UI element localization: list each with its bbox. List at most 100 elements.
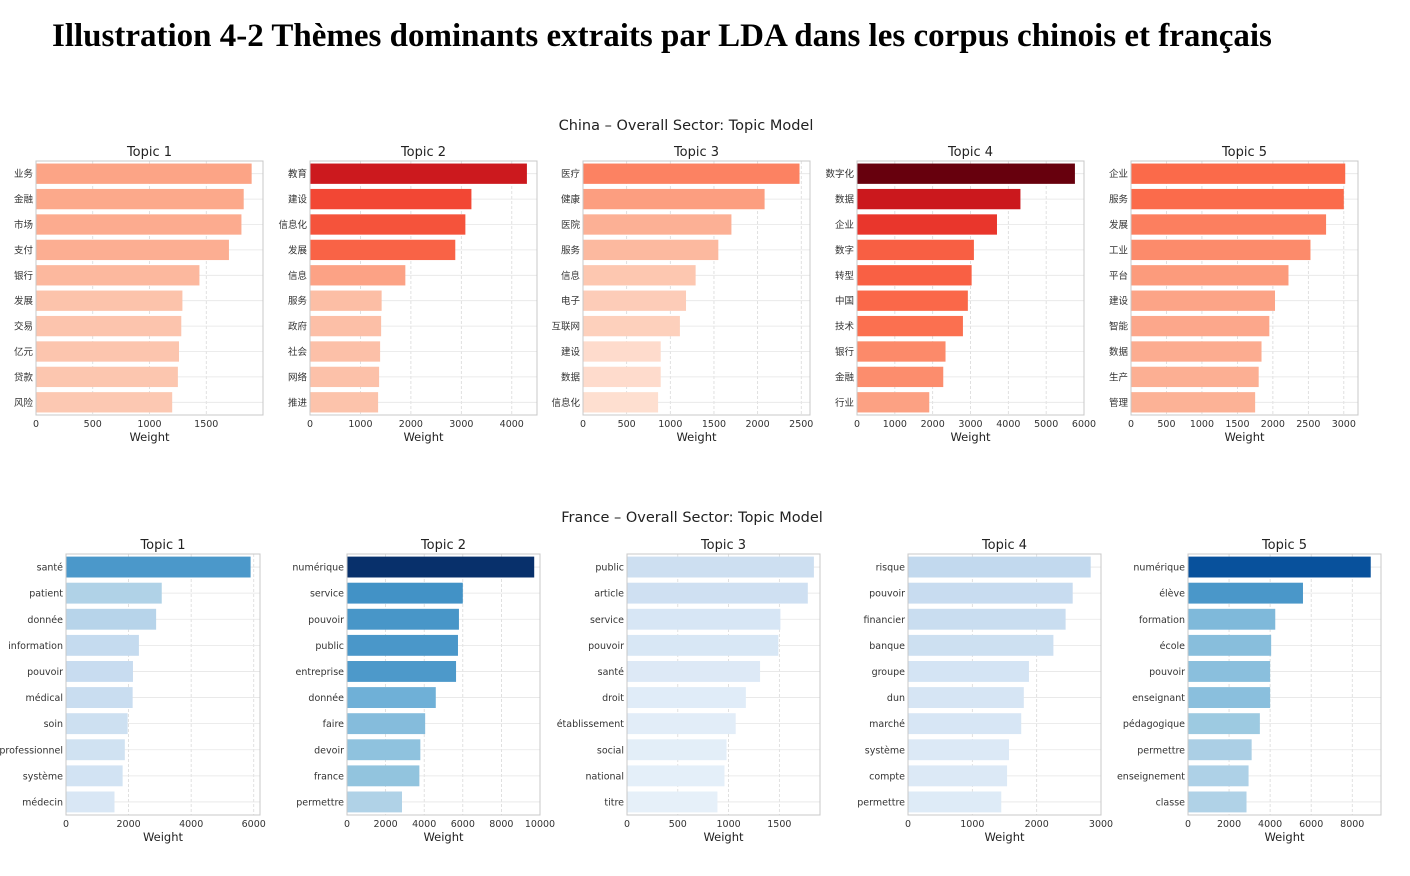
category-label: 数据 <box>835 194 855 206</box>
category-label: 医疗 <box>561 168 581 180</box>
category-label: 服务 <box>288 295 308 307</box>
bar <box>857 239 974 261</box>
category-label: élève <box>1159 589 1185 600</box>
category-label: système <box>23 771 63 782</box>
bar <box>66 791 115 813</box>
china-topic-3-panel: Topic 3 0 500 1000 1500 2000 2500 医疗健康医院服务信息电子互… <box>551 145 813 444</box>
bar <box>583 188 765 210</box>
category-label: information <box>8 641 63 652</box>
category-label: 管理 <box>1109 397 1129 409</box>
category-label: permettre <box>857 797 905 808</box>
france-topic-1-panel: Topic 1 0 2000 4000 6000 santé patient donnée in… <box>0 538 266 844</box>
category-label: 风险 <box>14 397 34 409</box>
bar <box>66 687 133 708</box>
category-label: entreprise <box>295 667 344 678</box>
x-axis-label: Weight <box>403 430 444 444</box>
category-label: groupe <box>872 667 906 678</box>
panel-frame <box>346 553 541 816</box>
bar <box>908 634 1054 656</box>
panel-title: Topic 1 <box>126 145 172 160</box>
bar <box>36 163 252 184</box>
category-label: 银行 <box>835 346 855 358</box>
category-label: 数据 <box>561 371 581 383</box>
panel-frame <box>582 160 811 416</box>
bar <box>1131 392 1256 413</box>
category-label: soin <box>44 719 63 730</box>
category-label: 信息 <box>561 270 580 282</box>
bar <box>1188 556 1371 578</box>
category-label: pouvoir <box>27 667 63 678</box>
bar <box>1188 713 1260 735</box>
bar <box>857 290 968 311</box>
bar <box>1131 265 1289 286</box>
bar <box>908 713 1022 735</box>
category-label: 服务 <box>1109 194 1129 206</box>
panel-frame <box>856 160 1085 416</box>
bar <box>347 556 535 578</box>
category-label: école <box>1160 641 1186 652</box>
category-label: 数字 <box>835 244 854 256</box>
category-label: 行业 <box>835 397 854 409</box>
x-axis-label: Weight <box>703 830 744 844</box>
bar <box>36 315 182 337</box>
bar <box>310 366 380 388</box>
bar <box>627 661 761 682</box>
bar <box>857 392 930 413</box>
bar <box>36 239 229 261</box>
category-label: marché <box>869 719 905 730</box>
bar <box>908 791 1002 813</box>
france-topic-2-panel: Topic 2 0 2000 4000 6000 8000 10000 numérique se… <box>292 538 555 844</box>
category-label: numérique <box>292 563 344 574</box>
bar <box>347 661 457 682</box>
x-axis-label: Weight <box>950 430 991 444</box>
x-tick-label: 1000 <box>1190 419 1214 430</box>
bar <box>1131 341 1262 362</box>
category-label: 支付 <box>14 244 34 256</box>
bar <box>347 634 458 656</box>
x-axis-label: Weight <box>423 830 464 844</box>
bar <box>583 239 719 261</box>
bar <box>1131 163 1346 184</box>
category-label: pouvoir <box>1149 667 1185 678</box>
category-label: 发展 <box>1109 219 1129 231</box>
bar <box>347 582 463 604</box>
bar <box>310 265 406 286</box>
category-label: médecin <box>22 797 63 808</box>
france-figure-title: France – Overall Sector: Topic Model <box>561 510 823 526</box>
category-label: public <box>595 563 624 574</box>
bar <box>627 556 814 578</box>
category-label: 电子 <box>561 295 581 307</box>
bar <box>36 392 173 413</box>
bar <box>627 791 718 813</box>
category-label: risque <box>876 563 906 574</box>
category-label: 企业 <box>835 219 854 231</box>
bar <box>36 188 244 210</box>
x-tick-label: 1000 <box>883 419 907 430</box>
x-tick-label: 1000 <box>137 419 161 430</box>
china-topic-2-panel: Topic 2 0 1000 2000 3000 4000 教育建设信息化发展信息服务政府社… <box>278 145 538 444</box>
x-tick-label: 2000 <box>746 419 770 430</box>
bar <box>66 661 133 682</box>
bar <box>627 687 746 708</box>
category-label: médical <box>26 693 63 704</box>
category-label: pouvoir <box>308 615 344 626</box>
x-axis-label: Weight <box>129 430 170 444</box>
panel-frame <box>907 553 1102 816</box>
x-tick-label: 2000 <box>1217 819 1241 830</box>
x-tick-label: 0 <box>307 419 313 430</box>
bar <box>857 366 944 388</box>
category-label: 建设 <box>561 346 581 358</box>
category-label: 银行 <box>14 270 34 282</box>
bar <box>1188 739 1252 761</box>
panel-title: Topic 3 <box>673 145 719 160</box>
category-label: 建设 <box>288 194 308 206</box>
category-label: 教育 <box>288 168 307 180</box>
category-label: national <box>585 771 624 782</box>
panel-title: Topic 3 <box>700 538 746 553</box>
category-label: classe <box>1156 797 1186 808</box>
x-tick-label: 0 <box>63 819 69 830</box>
category-label: 技术 <box>835 321 855 333</box>
panel-title: Topic 5 <box>1221 145 1267 160</box>
category-label: devoir <box>314 745 344 756</box>
